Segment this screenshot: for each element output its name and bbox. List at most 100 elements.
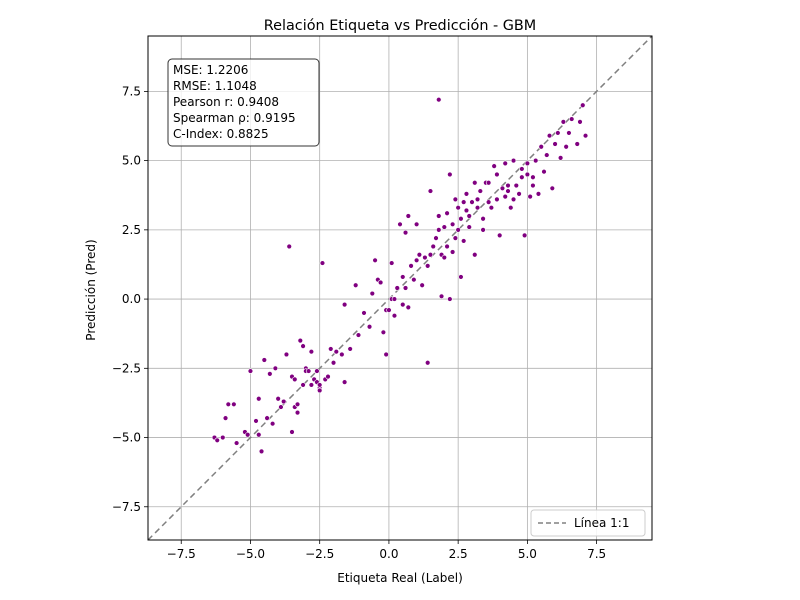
data-point <box>272 365 279 372</box>
chart-title: Relación Etiqueta vs Predicción - GBM <box>264 18 536 34</box>
data-point <box>436 96 442 103</box>
x-tick-label: 7.5 <box>587 547 606 561</box>
data-point <box>280 398 287 405</box>
legend-frame <box>530 509 646 537</box>
data-point <box>455 227 461 233</box>
data-point <box>549 185 556 192</box>
data-point <box>566 130 572 136</box>
data-point <box>400 274 406 280</box>
y-tick-label: 5.0 <box>122 154 141 168</box>
data-point <box>460 238 467 244</box>
data-point <box>341 379 348 385</box>
data-point <box>532 157 539 164</box>
data-point <box>258 448 265 455</box>
data-point <box>455 204 461 211</box>
data-point <box>380 329 387 336</box>
data-point <box>225 401 232 408</box>
data-point <box>516 191 522 197</box>
stats-rmse: RMSE: 1.1048 <box>173 79 257 93</box>
data-point <box>267 371 273 377</box>
data-point <box>502 193 508 200</box>
x-tick-label: 5.0 <box>518 547 537 561</box>
data-point <box>582 132 589 139</box>
data-point <box>333 348 340 355</box>
data-point <box>413 221 420 228</box>
data-point <box>546 132 553 139</box>
y-tick-label: 7.5 <box>122 84 141 98</box>
x-tick-label: −7.5 <box>167 547 196 561</box>
data-point <box>319 260 326 266</box>
data-point <box>244 432 251 438</box>
data-point <box>269 420 276 427</box>
data-point <box>485 199 492 205</box>
x-tick-label: 2.5 <box>449 547 468 561</box>
data-point <box>405 213 412 219</box>
data-points <box>211 96 589 455</box>
data-point <box>488 204 495 211</box>
data-point <box>577 119 583 125</box>
data-point <box>292 376 298 383</box>
stats-spearman: Spearman ρ: 0.9195 <box>173 111 296 125</box>
data-point <box>480 227 486 233</box>
data-point <box>402 229 409 236</box>
grid <box>148 36 652 540</box>
data-point <box>328 346 334 352</box>
data-point <box>330 360 337 366</box>
data-point <box>527 193 533 200</box>
data-point <box>485 180 492 186</box>
y-tick-label: −2.5 <box>112 361 141 375</box>
data-point <box>316 382 323 388</box>
data-point <box>386 307 392 313</box>
stats-box-frame <box>167 58 320 147</box>
plot-frame <box>147 35 653 541</box>
x-tick-label: 0.0 <box>379 547 398 561</box>
data-point <box>308 382 315 388</box>
data-point <box>463 207 470 214</box>
data-point <box>469 199 475 205</box>
data-point <box>449 221 456 228</box>
data-point <box>499 185 506 192</box>
x-axis-title: Etiqueta Real (Label) <box>337 571 463 585</box>
y-tick-label: −7.5 <box>112 500 141 514</box>
data-point <box>222 415 229 421</box>
data-point <box>441 224 448 230</box>
stats-box: MSE: 1.2206 RMSE: 1.1048 Pearson r: 0.94… <box>167 58 320 147</box>
data-point <box>463 191 470 197</box>
x-tick-label: −5.0 <box>236 547 265 561</box>
data-point <box>402 285 409 291</box>
data-point <box>530 182 536 189</box>
legend-label: Línea 1:1 <box>574 516 630 530</box>
data-point <box>472 252 478 258</box>
reference-line-1-1 <box>147 35 653 541</box>
data-point <box>308 348 315 355</box>
data-point <box>494 196 500 203</box>
data-point <box>519 166 525 172</box>
data-point <box>563 144 569 150</box>
data-point <box>458 216 464 222</box>
data-point <box>314 368 320 374</box>
data-point <box>316 387 323 394</box>
data-point <box>341 301 348 308</box>
data-point <box>447 296 453 302</box>
data-point <box>480 216 486 222</box>
data-point <box>253 418 259 424</box>
data-point <box>361 310 367 316</box>
data-point <box>496 232 503 239</box>
data-point <box>433 235 439 241</box>
data-point <box>430 243 436 250</box>
data-point <box>411 276 417 283</box>
data-point <box>544 152 550 158</box>
data-point <box>289 429 295 435</box>
data-point <box>419 282 425 288</box>
data-point <box>339 351 345 358</box>
legend: Línea 1:1 <box>530 509 646 537</box>
data-point <box>477 188 484 194</box>
data-point <box>441 254 448 261</box>
data-point <box>400 301 406 308</box>
data-point <box>347 346 353 352</box>
data-point <box>286 243 292 250</box>
y-tick-label: 0.0 <box>122 292 141 306</box>
data-point <box>297 337 304 344</box>
data-point <box>472 180 478 186</box>
axis-ticks: −7.5 −5.0 −2.5 0.0 2.5 5.0 7.5 −7.5 −5.0 −2.5 0.0 2… <box>112 84 606 561</box>
